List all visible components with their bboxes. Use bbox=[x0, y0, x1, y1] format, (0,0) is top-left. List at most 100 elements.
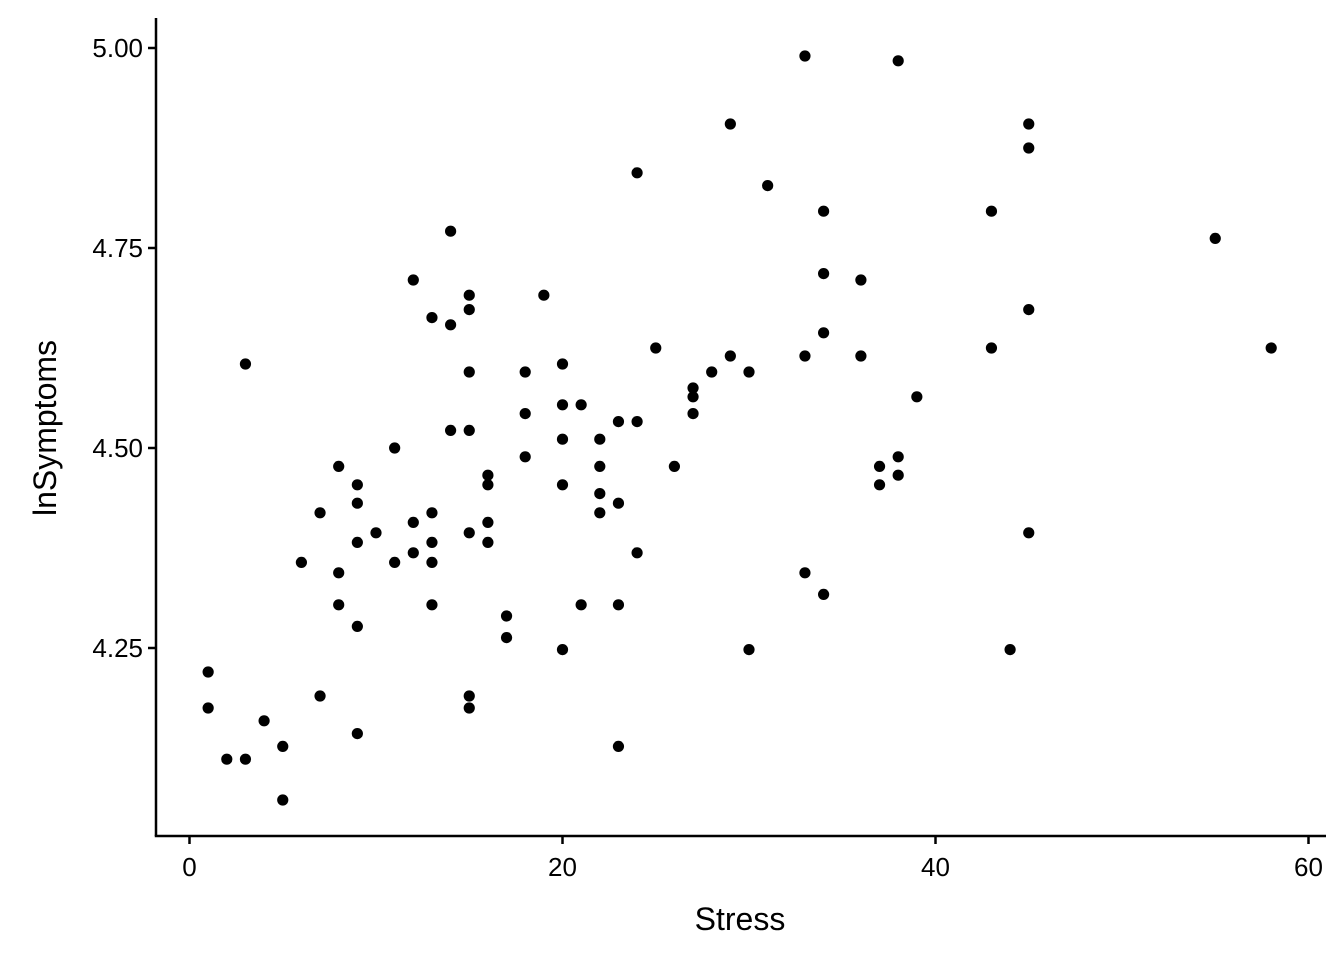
data-point bbox=[855, 274, 867, 286]
data-point bbox=[799, 50, 811, 62]
data-point bbox=[612, 416, 625, 428]
data-point bbox=[426, 599, 438, 611]
data-point bbox=[500, 610, 513, 622]
data-point bbox=[556, 399, 569, 411]
data-point bbox=[351, 620, 363, 633]
x-axis-ticks: 0 20 40 60 bbox=[182, 836, 1323, 882]
data-point bbox=[333, 460, 345, 472]
x-tick-label: 20 bbox=[548, 852, 577, 882]
data-point bbox=[538, 289, 550, 301]
data-point bbox=[612, 599, 625, 611]
data-point bbox=[724, 118, 736, 130]
data-point bbox=[519, 408, 531, 420]
data-point bbox=[202, 702, 214, 714]
data-point bbox=[519, 366, 531, 378]
data-point bbox=[575, 599, 587, 611]
data-point bbox=[556, 644, 569, 656]
data-point bbox=[594, 507, 606, 519]
data-point bbox=[482, 516, 494, 529]
data-point bbox=[687, 382, 699, 394]
data-point bbox=[351, 536, 363, 549]
data-point bbox=[818, 205, 830, 217]
data-point bbox=[277, 794, 289, 806]
data-point bbox=[277, 740, 289, 753]
data-point bbox=[463, 527, 475, 539]
data-point bbox=[445, 319, 457, 331]
data-point bbox=[426, 556, 438, 569]
data-point bbox=[389, 556, 401, 569]
data-point bbox=[407, 274, 419, 286]
data-point bbox=[426, 507, 438, 519]
points-layer bbox=[202, 50, 1277, 806]
data-point bbox=[1209, 232, 1221, 244]
data-point bbox=[985, 342, 998, 354]
data-point bbox=[351, 479, 363, 491]
data-point bbox=[389, 442, 401, 454]
data-point bbox=[314, 690, 326, 702]
data-point bbox=[482, 469, 494, 481]
data-point bbox=[799, 567, 811, 579]
data-point bbox=[892, 469, 904, 481]
x-axis-title: Stress bbox=[695, 901, 786, 937]
data-point bbox=[724, 350, 736, 362]
data-point bbox=[594, 433, 606, 445]
data-point bbox=[631, 167, 643, 179]
data-point bbox=[706, 366, 718, 378]
y-tick-label: 4.25 bbox=[92, 633, 143, 663]
data-point bbox=[911, 391, 923, 403]
data-point bbox=[239, 753, 252, 765]
data-point bbox=[743, 366, 755, 378]
data-point bbox=[818, 327, 830, 339]
data-point bbox=[407, 516, 419, 529]
x-tick-label: 60 bbox=[1294, 852, 1323, 882]
data-point bbox=[407, 547, 419, 559]
data-point bbox=[556, 433, 569, 445]
data-point bbox=[370, 527, 382, 539]
data-point bbox=[668, 460, 681, 472]
data-point bbox=[351, 497, 363, 509]
data-point bbox=[594, 488, 606, 500]
data-point bbox=[575, 399, 587, 411]
y-tick-label: 4.75 bbox=[92, 233, 143, 263]
data-point bbox=[556, 479, 569, 491]
data-point bbox=[556, 358, 569, 370]
data-point bbox=[594, 460, 606, 472]
data-point bbox=[202, 666, 214, 678]
data-point bbox=[873, 479, 886, 491]
data-point bbox=[463, 702, 475, 714]
data-point bbox=[1023, 118, 1035, 130]
data-point bbox=[1023, 527, 1035, 539]
data-point bbox=[1004, 644, 1016, 656]
y-axis-ticks: 4.25 4.50 4.75 5.00 bbox=[92, 33, 156, 663]
data-point bbox=[631, 416, 643, 428]
data-point bbox=[687, 408, 699, 420]
data-point bbox=[631, 547, 643, 559]
data-point bbox=[295, 556, 307, 569]
data-point bbox=[445, 225, 457, 237]
data-point bbox=[519, 451, 531, 463]
data-point bbox=[743, 644, 755, 656]
y-tick-label: 5.00 bbox=[92, 33, 143, 63]
data-point bbox=[892, 451, 904, 463]
data-point bbox=[482, 479, 494, 491]
data-point bbox=[333, 567, 345, 579]
data-point bbox=[426, 536, 438, 549]
data-point bbox=[892, 55, 904, 67]
data-point bbox=[612, 497, 625, 509]
data-point bbox=[500, 632, 513, 644]
data-point bbox=[463, 424, 475, 436]
data-point bbox=[612, 740, 625, 753]
data-point bbox=[333, 599, 345, 611]
y-axis-title: lnSymptoms bbox=[27, 340, 63, 516]
data-point bbox=[445, 424, 457, 436]
data-point bbox=[1265, 342, 1277, 354]
data-point bbox=[1023, 304, 1035, 316]
data-point bbox=[221, 753, 233, 765]
data-point bbox=[463, 690, 475, 702]
data-point bbox=[818, 268, 830, 280]
x-tick-label: 0 bbox=[182, 852, 196, 882]
data-point bbox=[687, 391, 699, 403]
data-point bbox=[1023, 142, 1035, 154]
data-point bbox=[463, 289, 475, 301]
